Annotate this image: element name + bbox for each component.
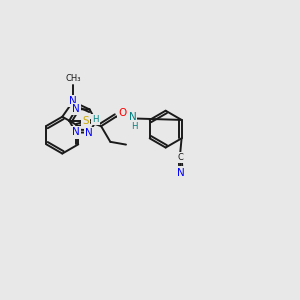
Text: C: C: [178, 153, 184, 162]
Text: N: N: [69, 96, 77, 106]
Text: O: O: [118, 108, 127, 118]
Text: S: S: [82, 116, 89, 126]
Text: H: H: [131, 122, 137, 131]
Text: N: N: [177, 168, 184, 178]
Text: N: N: [129, 112, 136, 122]
Text: CH₃: CH₃: [65, 74, 81, 83]
Text: N: N: [72, 128, 80, 137]
Text: N: N: [85, 128, 93, 138]
Text: N: N: [72, 104, 80, 114]
Text: H: H: [92, 115, 99, 124]
